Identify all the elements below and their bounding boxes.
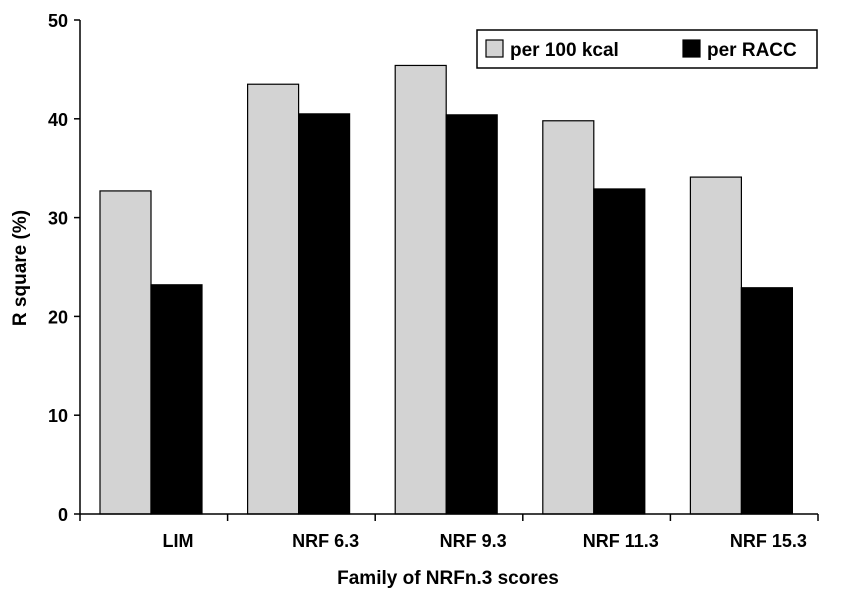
- bar-per-100-kcal-nrf-11-3: [542, 120, 595, 515]
- legend-label-per-100-kcal: per 100 kcal: [510, 40, 619, 61]
- bar-per-100-kcal-nrf-6-3: [247, 83, 300, 515]
- y-tick-label-20: 20: [48, 307, 68, 327]
- x-tick-label-nrf-11-3: NRF 11.3: [583, 531, 659, 551]
- legend-frame: [476, 29, 818, 69]
- x-tick-label-lim: LIM: [163, 531, 194, 551]
- y-tick-label-50: 50: [48, 11, 68, 31]
- legend-swatch-per-racc: [682, 39, 701, 58]
- bar-per-100-kcal-lim: [99, 190, 152, 515]
- bar-per-racc-lim: [150, 284, 203, 515]
- bar-per-100-kcal-nrf-15-3: [689, 176, 743, 515]
- bar-per-racc-nrf-15-3: [740, 287, 794, 515]
- bars-layer: [99, 64, 794, 515]
- x-axis-title: Family of NRFn.3 scores: [337, 568, 559, 589]
- y-tick-label-0: 0: [58, 505, 68, 525]
- axes-layer: 0 10 20 30 40 50 LIM NRF 6.3 NRF 9.3 NRF 11.3 NRF …: [48, 11, 819, 551]
- legend: per 100 kcal per RACC: [476, 29, 818, 69]
- bar-per-100-kcal-nrf-9-3: [394, 64, 447, 515]
- bar-per-racc-nrf-11-3: [593, 188, 646, 515]
- x-tick-label-nrf-9-3: NRF 9.3: [440, 531, 507, 551]
- y-axis-title: R square (%): [10, 210, 31, 326]
- y-tick-label-30: 30: [48, 209, 68, 229]
- legend-swatch-per-100-kcal: [485, 39, 504, 58]
- legend-label-per-racc: per RACC: [707, 40, 797, 61]
- x-tick-label-nrf-15-3: NRF 15.3: [730, 531, 807, 551]
- y-tick-label-10: 10: [48, 406, 68, 426]
- bar-per-racc-nrf-6-3: [298, 113, 351, 515]
- x-tick-label-nrf-6-3: NRF 6.3: [292, 531, 359, 551]
- y-tick-label-40: 40: [48, 110, 68, 130]
- bar-per-racc-nrf-9-3: [445, 114, 498, 515]
